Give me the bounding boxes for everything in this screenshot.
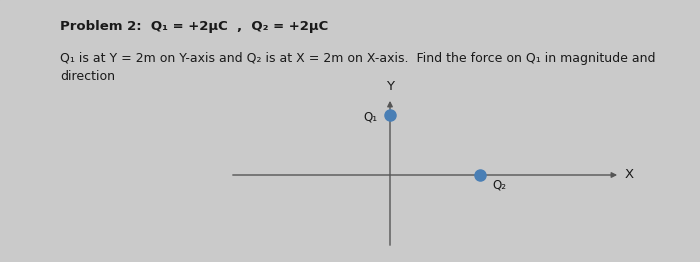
Text: Q₁ is at Y = 2m on Y-axis and Q₂ is at X = 2m on X-axis.  Find the force on Q₁ i: Q₁ is at Y = 2m on Y-axis and Q₂ is at X… xyxy=(60,52,655,83)
Text: Y: Y xyxy=(386,80,394,93)
Text: Q₂: Q₂ xyxy=(492,179,506,192)
Text: Problem 2:  Q₁ = +2μC  ,  Q₂ = +2μC: Problem 2: Q₁ = +2μC , Q₂ = +2μC xyxy=(60,20,328,33)
Text: Q₁: Q₁ xyxy=(364,111,378,123)
Text: X: X xyxy=(625,168,634,182)
